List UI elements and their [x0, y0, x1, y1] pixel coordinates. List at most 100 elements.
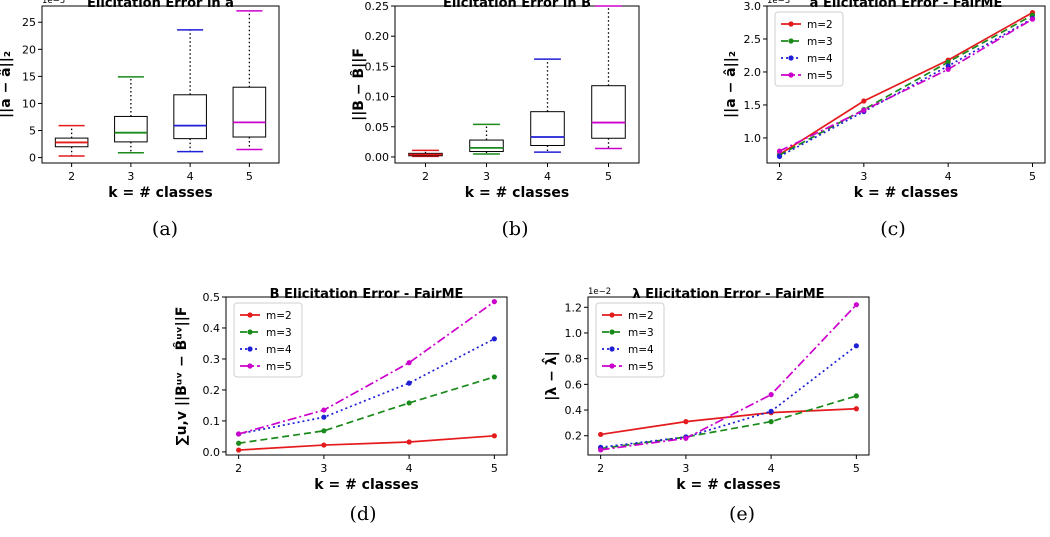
subfigure-caption: (c) [880, 218, 905, 240]
x-tick-label: 3 [682, 462, 689, 475]
data-point [768, 408, 774, 414]
legend-swatch-marker [788, 55, 794, 61]
y-tick-label: 0.8 [565, 353, 583, 366]
y-axis-label: ∑u,v ||Bᵘᵛ − B̂ᵘᵛ||F [173, 307, 190, 446]
panel-c: 1.0 1.5 2.0 2.5 3.0 2 3 4 5 a Elicitation Error -… [723, 0, 1046, 240]
data-point [853, 406, 859, 412]
x-tick-label: 2 [422, 170, 429, 183]
x-tick-label: 5 [1029, 170, 1036, 183]
subfigure-caption: (d) [350, 503, 377, 525]
y-tick-label: 0.20 [365, 30, 390, 43]
legend-label: m=2 [266, 310, 292, 322]
series-m=3 [236, 374, 497, 446]
box-4 [530, 58, 565, 153]
chart-title: λ Elicitation Error - FairME [632, 287, 824, 302]
legend-label: m=3 [807, 36, 833, 48]
x-tick-label: 4 [768, 462, 775, 475]
y-tick-label: 0.15 [365, 60, 390, 73]
subfigure-caption: (e) [729, 503, 755, 525]
legend: m=2 m=3 m=4 m=5 [233, 302, 303, 378]
x-tick-label: 3 [483, 170, 490, 183]
series-line [600, 395, 857, 450]
box-iqr [530, 111, 565, 146]
y-tick-label: 5 [29, 125, 36, 138]
data-point [321, 428, 327, 434]
legend-label: m=4 [628, 344, 654, 356]
legend: m=2 m=3 m=4 m=5 [774, 11, 844, 87]
x-tick-label: 4 [945, 170, 952, 183]
legend-label: m=5 [266, 361, 292, 373]
x-tick-label: 2 [597, 462, 604, 475]
box-3 [469, 123, 504, 155]
x-tick-label: 5 [605, 170, 612, 183]
y-tick-label: 1.0 [565, 327, 583, 340]
box-5 [591, 5, 626, 150]
legend-label: m=3 [266, 327, 292, 339]
legend-swatch-marker [609, 329, 615, 335]
data-point [768, 392, 774, 398]
series-m=2 [598, 406, 859, 438]
box-5 [232, 10, 267, 151]
box-iqr [232, 86, 267, 138]
x-tick-label: 4 [187, 170, 194, 183]
subfigure-caption: (b) [502, 218, 529, 240]
box-iqr [173, 94, 207, 140]
axis-multiplier: 1e−2 [588, 287, 611, 297]
legend-label: m=4 [266, 344, 292, 356]
y-tick-label: 0.4 [203, 322, 221, 335]
x-axis-label: k = # classes [854, 185, 958, 201]
panel-a: 0 5 10 15 20 25 2 3 4 5 Elicitation Error in a k = … [0, 0, 280, 240]
x-tick-label: 3 [860, 170, 867, 183]
box-2 [54, 124, 89, 157]
data-point [776, 148, 783, 154]
series-line [779, 14, 1033, 156]
series-m=5 [598, 302, 859, 453]
data-point [861, 98, 867, 104]
data-point [406, 439, 412, 445]
legend-box [233, 302, 303, 378]
series-line [600, 345, 857, 449]
legend-swatch-marker [247, 363, 253, 369]
series-line [600, 407, 857, 436]
x-tick-label: 5 [853, 462, 860, 475]
y-tick-label: 1.0 [744, 132, 762, 145]
legend-label: m=3 [628, 327, 654, 339]
data-point [853, 343, 859, 349]
legend-swatch-marker [788, 72, 794, 78]
y-axis-label: ||B − B̂||F [350, 48, 367, 121]
chart-title: a Elicitation Error - FairME [810, 0, 1003, 11]
y-tick-label: 25 [22, 16, 36, 29]
panel-d: 0.0 0.1 0.2 0.3 0.4 0.5 2 3 4 5 B Elicitation Erro… [173, 287, 508, 525]
x-axis-label: k = # classes [465, 185, 569, 201]
plot-frame [587, 296, 870, 456]
data-point [768, 419, 774, 425]
x-tick-label: 2 [776, 170, 783, 183]
legend-swatch-marker [788, 21, 794, 27]
y-tick-label: 0.5 [203, 291, 221, 304]
y-tick-label: 0.4 [565, 404, 583, 417]
series-m=5 [776, 16, 1036, 154]
legend-label: m=5 [807, 70, 833, 82]
data-point [861, 107, 867, 113]
legend-swatch-marker [247, 329, 253, 335]
data-point [406, 380, 412, 386]
x-tick-label: 5 [246, 170, 253, 183]
y-axis-label: ||a − â||₂ [723, 51, 739, 118]
data-point [321, 442, 327, 448]
data-point [236, 440, 242, 446]
y-tick-label: 0.25 [365, 0, 390, 13]
axis-multiplier: 1e−3 [42, 0, 65, 6]
series-line [238, 434, 495, 451]
legend-swatch-marker [609, 312, 615, 318]
data-point [598, 447, 604, 453]
data-point [776, 153, 783, 160]
y-tick-label: 0 [29, 152, 36, 165]
legend-swatch-marker [247, 312, 253, 318]
x-axis-label: k = # classes [108, 185, 212, 201]
chart-title: B Elicitation Error - FairME [270, 287, 464, 302]
data-point [491, 336, 497, 342]
box-iqr [591, 85, 626, 139]
legend-box [774, 11, 844, 87]
y-tick-label: 0.6 [565, 378, 583, 391]
